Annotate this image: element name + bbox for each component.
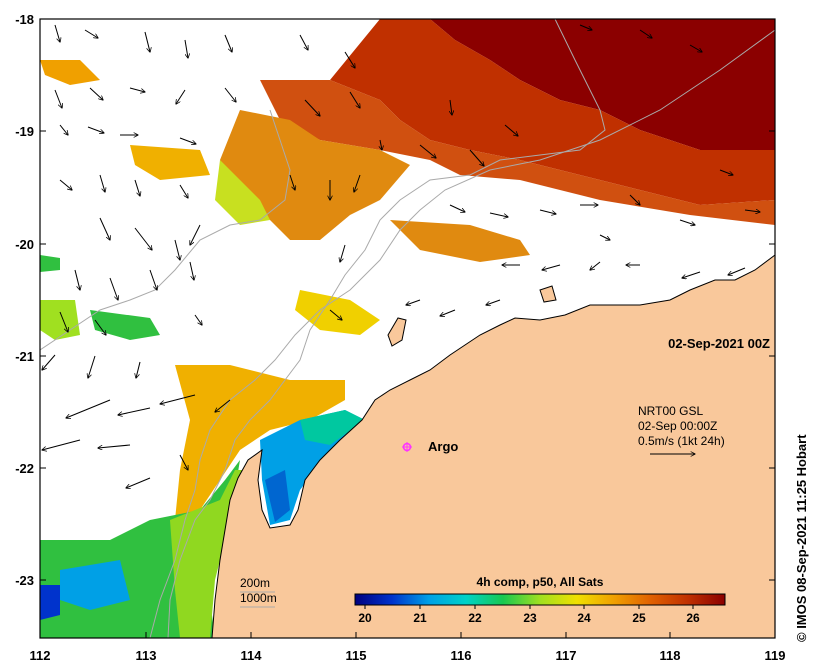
land (211, 254, 775, 638)
lat-tick-label: -23 (15, 573, 34, 588)
product-line-1: NRT00 GSL (638, 404, 703, 418)
argo-marker (402, 442, 412, 452)
current-vectors (42, 24, 760, 488)
lat-tick-label: -21 (15, 349, 34, 364)
colorbar-tick-label: 21 (413, 611, 427, 625)
lon-tick-label: 119 (765, 648, 786, 663)
plot-area: Argo 02-Sep-2021 00Z NRT00 GSL 02-Sep 00… (40, 19, 775, 638)
colorbar-tick-label: 24 (577, 611, 591, 625)
lat-tick-label: -20 (15, 237, 34, 252)
product-line-3: 0.5m/s (1kt 24h) (638, 434, 725, 448)
lon-tick-label: 115 (346, 648, 367, 663)
lon-tick-label: 114 (241, 648, 263, 663)
lat-tick-label: -18 (15, 12, 34, 27)
colorbar-tick-label: 25 (632, 611, 646, 625)
product-line-2: 02-Sep 00:00Z (638, 419, 717, 433)
lon-tick-label: 116 (451, 648, 472, 663)
lat-tick-label: -19 (15, 124, 34, 139)
colorbar-title: 4h comp, p50, All Sats (477, 575, 604, 589)
lon-tick-label: 118 (660, 648, 681, 663)
isobath-label-200: 200m (240, 576, 270, 590)
isobath-label-1000: 1000m (240, 591, 277, 605)
lon-tick-label: 112 (30, 648, 51, 663)
lon-tick-label: 113 (136, 648, 157, 663)
argo-label: Argo (428, 439, 458, 454)
island (387, 317, 407, 347)
axis-ticks (39, 18, 776, 638)
credit-label: © IMOS 08-Sep-2021 11:25 Hobart (794, 434, 809, 642)
lon-tick-label: 117 (556, 648, 577, 663)
lat-tick-label: -22 (15, 461, 34, 476)
sst-field (40, 19, 775, 638)
colorbar-tick-label: 26 (686, 611, 700, 625)
island (539, 285, 557, 303)
date-label: 02-Sep-2021 00Z (668, 336, 770, 351)
colorbar (354, 593, 726, 606)
colorbar-tick-label: 23 (523, 611, 537, 625)
colorbar-tick-label: 20 (358, 611, 372, 625)
colorbar-tick-label: 22 (468, 611, 482, 625)
colorbar-ticks (364, 605, 694, 609)
isobaths (40, 19, 775, 638)
map-frame (39, 18, 776, 639)
